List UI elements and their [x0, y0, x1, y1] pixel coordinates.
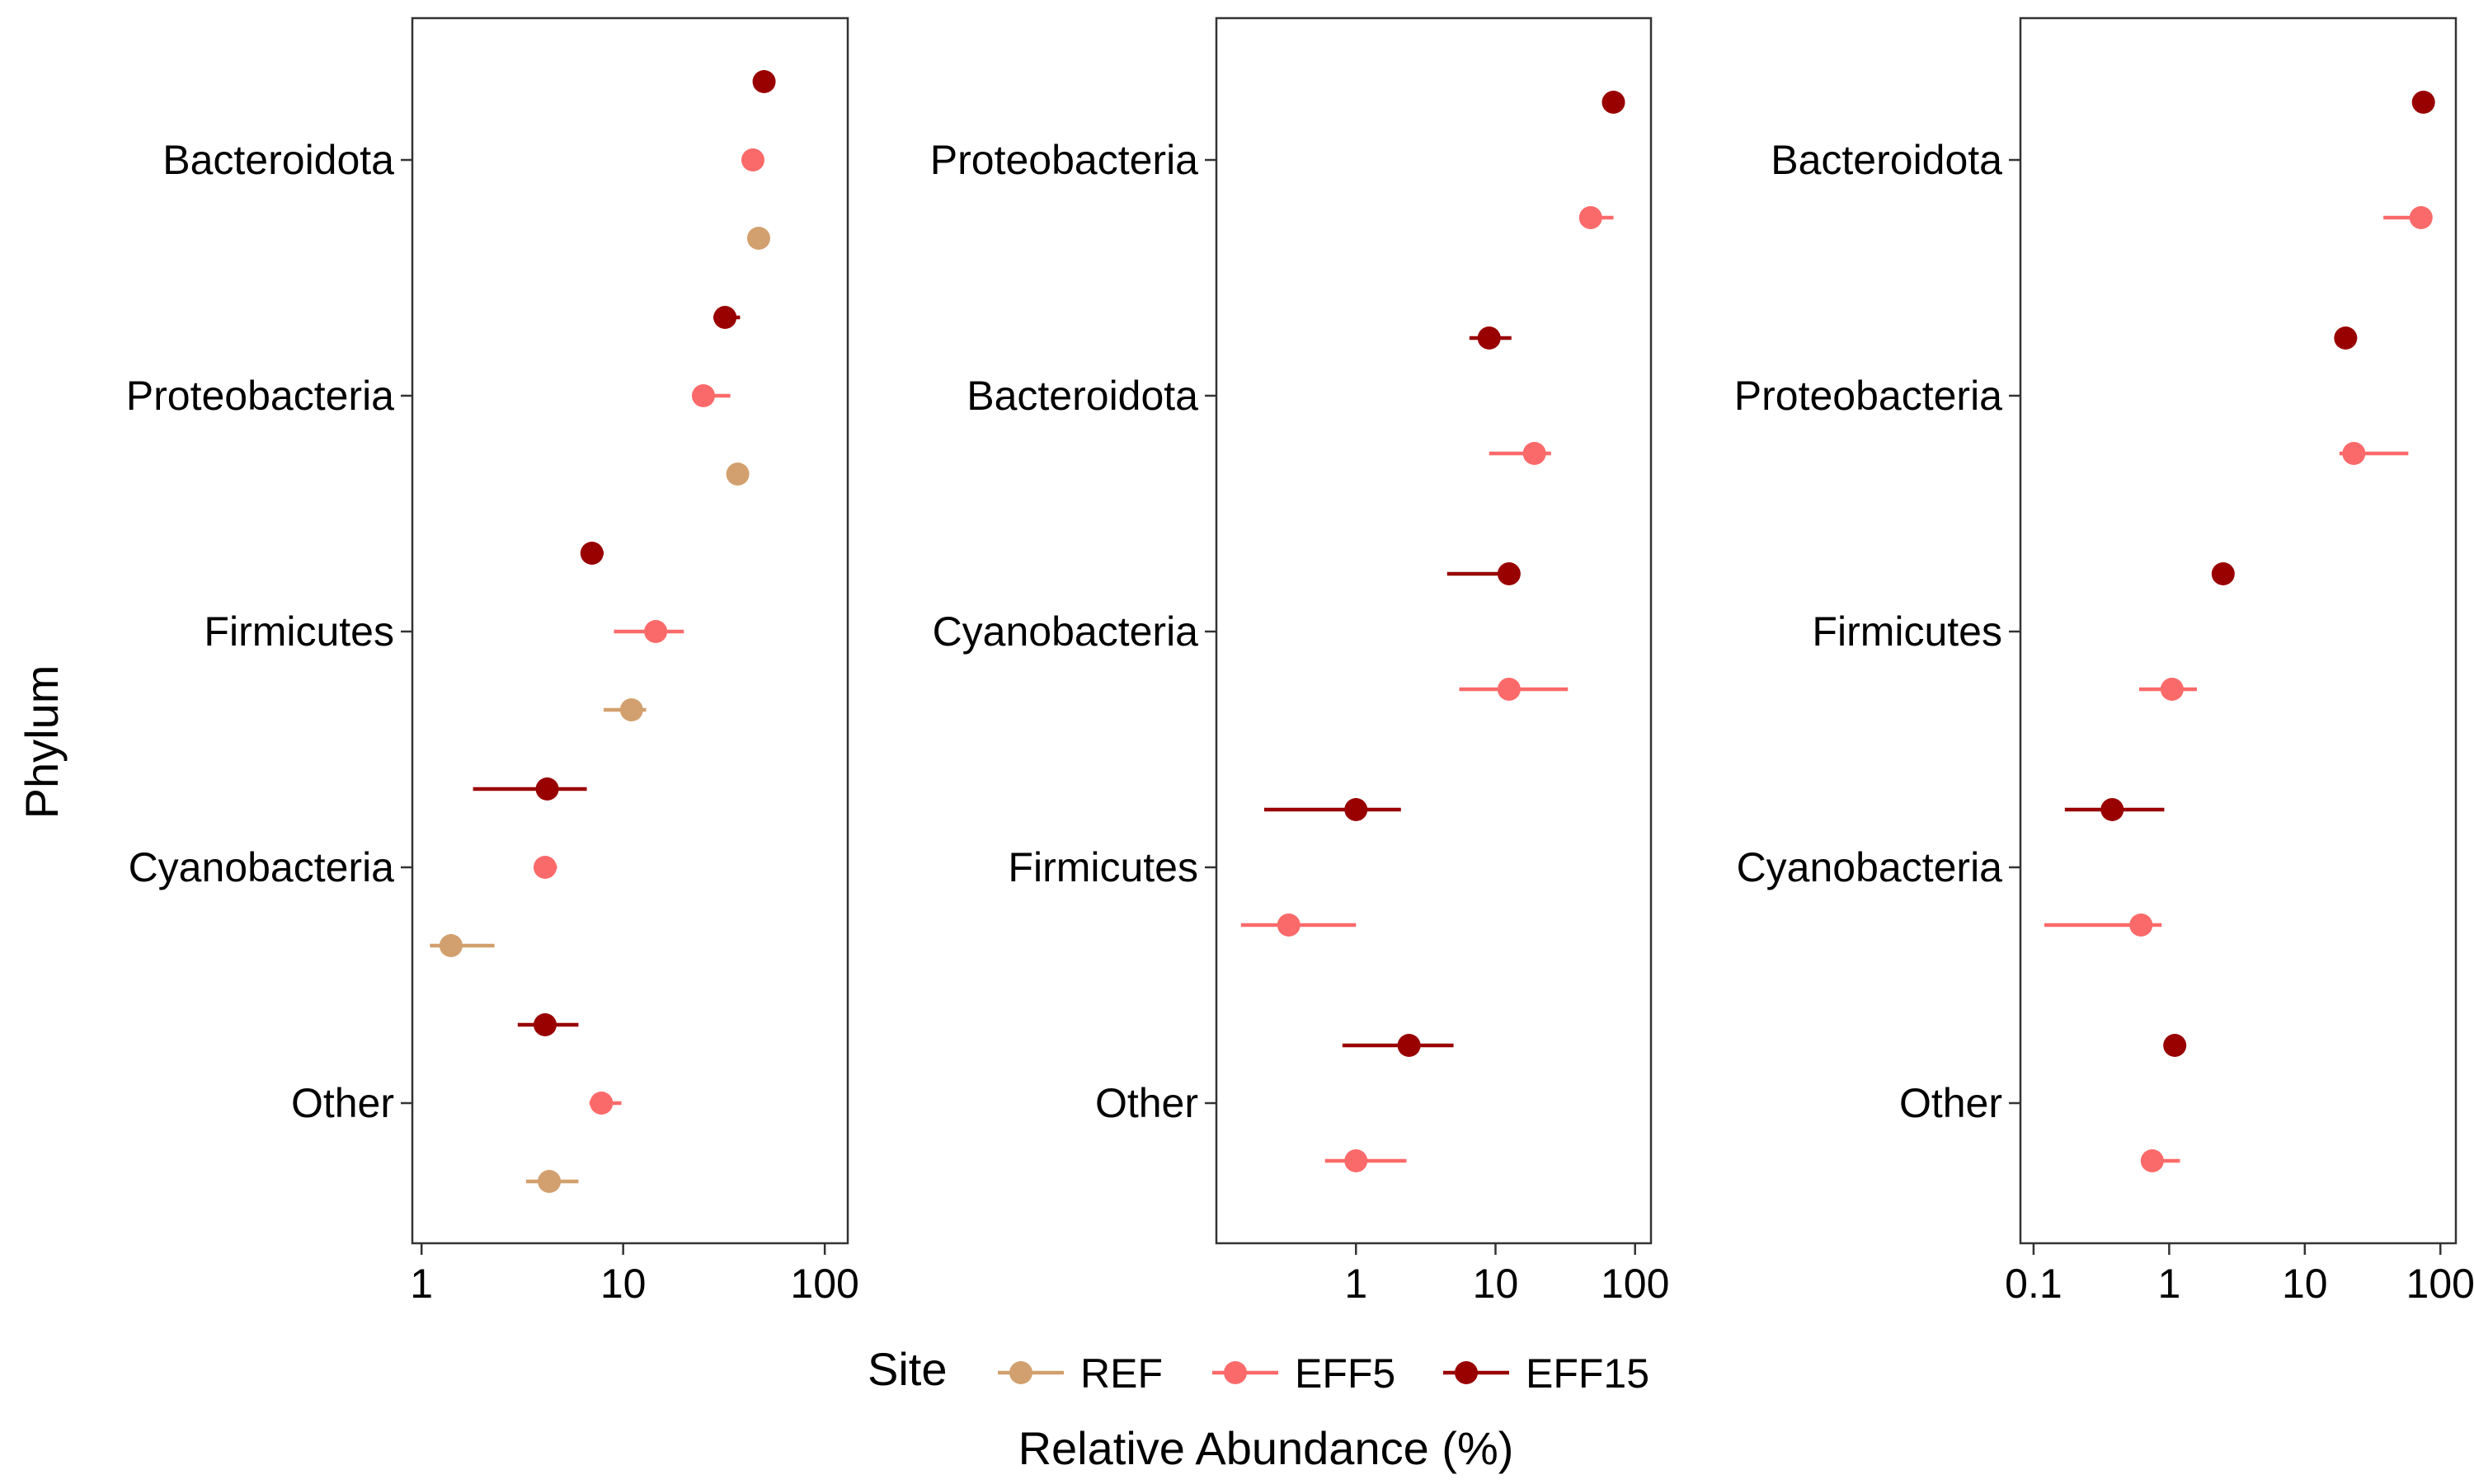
point-eff5-firmicutes — [644, 620, 668, 643]
point-eff5-cyanobacteria — [2129, 913, 2153, 937]
y-tick-label-bacteroidota: Bacteroidota — [162, 137, 394, 183]
point-eff5-proteobacteria — [2342, 442, 2366, 465]
legend-label-ref: REF — [1080, 1350, 1163, 1397]
x-tick-label: 10 — [600, 1261, 647, 1307]
panel-2: 1 10 100 Proteobacteria Bacteroidota Cyanobac… — [930, 16, 1669, 1307]
x-tick-label: 10 — [1473, 1261, 1519, 1307]
y-tick-label-firmicutes: Firmicutes — [1008, 844, 1198, 890]
point-ref-firmicutes — [619, 698, 643, 721]
point-eff15-other — [533, 1013, 557, 1036]
panel-frame — [2019, 16, 2458, 1245]
y-tick-label-firmicutes: Firmicutes — [204, 608, 394, 655]
legend-title: Site — [868, 1343, 948, 1395]
y-tick-label-proteobacteria: Proteobacteria — [126, 373, 394, 419]
point-eff5-bacteroidota — [1522, 442, 1546, 465]
point-ref-bacteroidota — [746, 227, 770, 250]
point-eff5-cyanobacteria — [533, 856, 557, 879]
y-tick-label-firmicutes: Firmicutes — [1812, 608, 2002, 655]
point-eff5-firmicutes — [1277, 913, 1300, 937]
point-eff15-bacteroidota — [752, 70, 776, 93]
point-eff5-proteobacteria — [691, 384, 715, 407]
point-eff15-proteobacteria — [2334, 326, 2358, 350]
point-ref-proteobacteria — [726, 463, 750, 486]
point-eff15-cyanobacteria — [1497, 562, 1521, 585]
point-eff15-firmicutes — [1344, 798, 1368, 821]
point-eff5-other — [590, 1092, 614, 1115]
point-eff15-firmicutes — [2211, 562, 2235, 585]
panel-frame — [1215, 16, 1653, 1245]
legend-key-point-eff5 — [1224, 1361, 1247, 1384]
point-eff15-other — [1397, 1034, 1421, 1057]
legend: Site REF EFF5 EFF15 — [868, 1343, 1649, 1397]
y-tick-label-bacteroidota: Bacteroidota — [1771, 137, 2002, 183]
point-eff15-other — [2163, 1034, 2187, 1057]
legend-key-point-eff15 — [1455, 1361, 1478, 1384]
point-eff5-other — [2140, 1149, 2164, 1172]
point-eff5-other — [1344, 1149, 1368, 1172]
x-tick-label: 100 — [2406, 1261, 2474, 1307]
point-eff5-cyanobacteria — [1497, 678, 1521, 701]
y-tick-label-proteobacteria: Proteobacteria — [930, 137, 1198, 183]
x-tick-label: 1 — [1344, 1261, 1367, 1307]
point-eff5-proteobacteria — [1578, 206, 1602, 229]
y-tick-label-cyanobacteria: Cyanobacteria — [1737, 844, 2003, 890]
point-eff15-bacteroidota — [1477, 326, 1501, 350]
point-eff15-cyanobacteria — [2100, 798, 2124, 821]
x-tick-label: 0.1 — [2005, 1261, 2062, 1307]
y-tick-label-bacteroidota: Bacteroidota — [967, 373, 1198, 419]
point-eff15-firmicutes — [580, 542, 604, 565]
x-axis-title: Relative Abundance (%) — [1018, 1422, 1514, 1474]
y-axis-title: Phylum — [16, 665, 68, 819]
point-eff5-bacteroidota — [2409, 206, 2433, 229]
x-tick-label: 100 — [790, 1261, 858, 1307]
panel-3: 0.1 1 10 100 Bacteroidota Proteobacteria Firmi… — [1734, 16, 2474, 1307]
x-tick-label: 100 — [1601, 1261, 1669, 1307]
panel-1: 1 10 100 Bacteroidota Proteobacteria Firmicut… — [126, 16, 859, 1307]
y-tick-label-cyanobacteria: Cyanobacteria — [129, 844, 395, 890]
point-eff15-proteobacteria — [713, 306, 737, 329]
y-tick-label-other: Other — [1095, 1080, 1198, 1126]
x-tick-label: 10 — [2282, 1261, 2328, 1307]
y-tick-label-other: Other — [291, 1080, 394, 1126]
point-ref-cyanobacteria — [439, 934, 463, 957]
point-eff5-bacteroidota — [741, 148, 764, 171]
point-ref-other — [538, 1170, 562, 1193]
point-eff15-bacteroidota — [2411, 91, 2435, 114]
y-tick-label-cyanobacteria: Cyanobacteria — [933, 608, 1199, 655]
legend-key-point-ref — [1009, 1361, 1032, 1384]
x-tick-label: 1 — [2157, 1261, 2180, 1307]
point-eff5-firmicutes — [2160, 678, 2184, 701]
panels: 1 10 100 Bacteroidota Proteobacteria Firmicut… — [126, 16, 2474, 1307]
point-eff15-proteobacteria — [1602, 91, 1625, 114]
y-tick-label-other: Other — [1899, 1080, 2002, 1126]
y-tick-label-proteobacteria: Proteobacteria — [1734, 373, 2002, 419]
legend-label-eff5: EFF5 — [1295, 1350, 1395, 1397]
point-eff15-cyanobacteria — [535, 777, 559, 801]
x-tick-label: 1 — [410, 1261, 433, 1307]
legend-label-eff15: EFF15 — [1526, 1350, 1649, 1397]
